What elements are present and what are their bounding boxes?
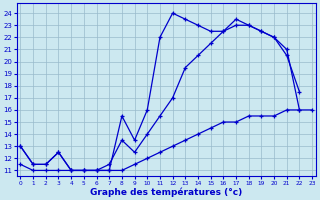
X-axis label: Graphe des températures (°c): Graphe des températures (°c) xyxy=(90,187,243,197)
